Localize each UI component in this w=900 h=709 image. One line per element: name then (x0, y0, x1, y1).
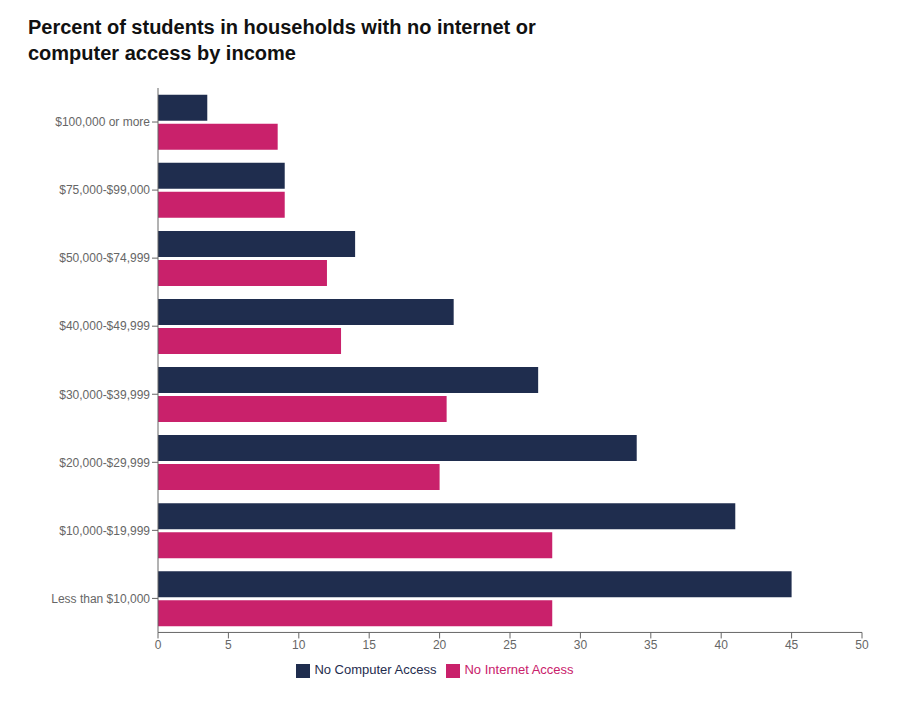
svg-text:25: 25 (503, 638, 517, 652)
html-text:Percent of students in househo: Percent of students in households with n… (28, 16, 536, 38)
svg-text:$10,000-$19,999: $10,000-$19,999 (59, 524, 150, 538)
svg-text:$50,000-$74,999: $50,000-$74,999 (59, 251, 150, 265)
svg-text:Less than $10,000: Less than $10,000 (51, 592, 150, 606)
svg-text:0: 0 (155, 638, 162, 652)
svg-text:45: 45 (785, 638, 799, 652)
html-text:computer access by income: computer access by income (28, 42, 296, 64)
svg-text:$20,000-$29,999: $20,000-$29,999 (59, 456, 150, 470)
svg-text:15: 15 (363, 638, 377, 652)
svg-text:50: 50 (855, 638, 869, 652)
svg-text:$30,000-$39,999: $30,000-$39,999 (59, 388, 150, 402)
svg-text:$100,000 or more: $100,000 or more (55, 115, 150, 129)
html-text:No Computer Access: No Computer Access (314, 662, 437, 678)
svg-text:10: 10 (292, 638, 306, 652)
svg-text:35: 35 (644, 638, 658, 652)
svg-text:5: 5 (225, 638, 232, 652)
html-text:No Internet Access: No Internet Access (464, 662, 574, 678)
svg-text:$75,000-$99,000: $75,000-$99,000 (59, 183, 150, 197)
svg-text:20: 20 (433, 638, 447, 652)
svg-text:30: 30 (574, 638, 588, 652)
svg-text:$40,000-$49,999: $40,000-$49,999 (59, 319, 150, 333)
svg-text:40: 40 (715, 638, 729, 652)
